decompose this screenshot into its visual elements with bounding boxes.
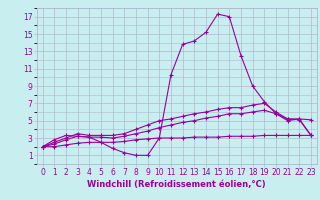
X-axis label: Windchill (Refroidissement éolien,°C): Windchill (Refroidissement éolien,°C): [87, 180, 266, 189]
